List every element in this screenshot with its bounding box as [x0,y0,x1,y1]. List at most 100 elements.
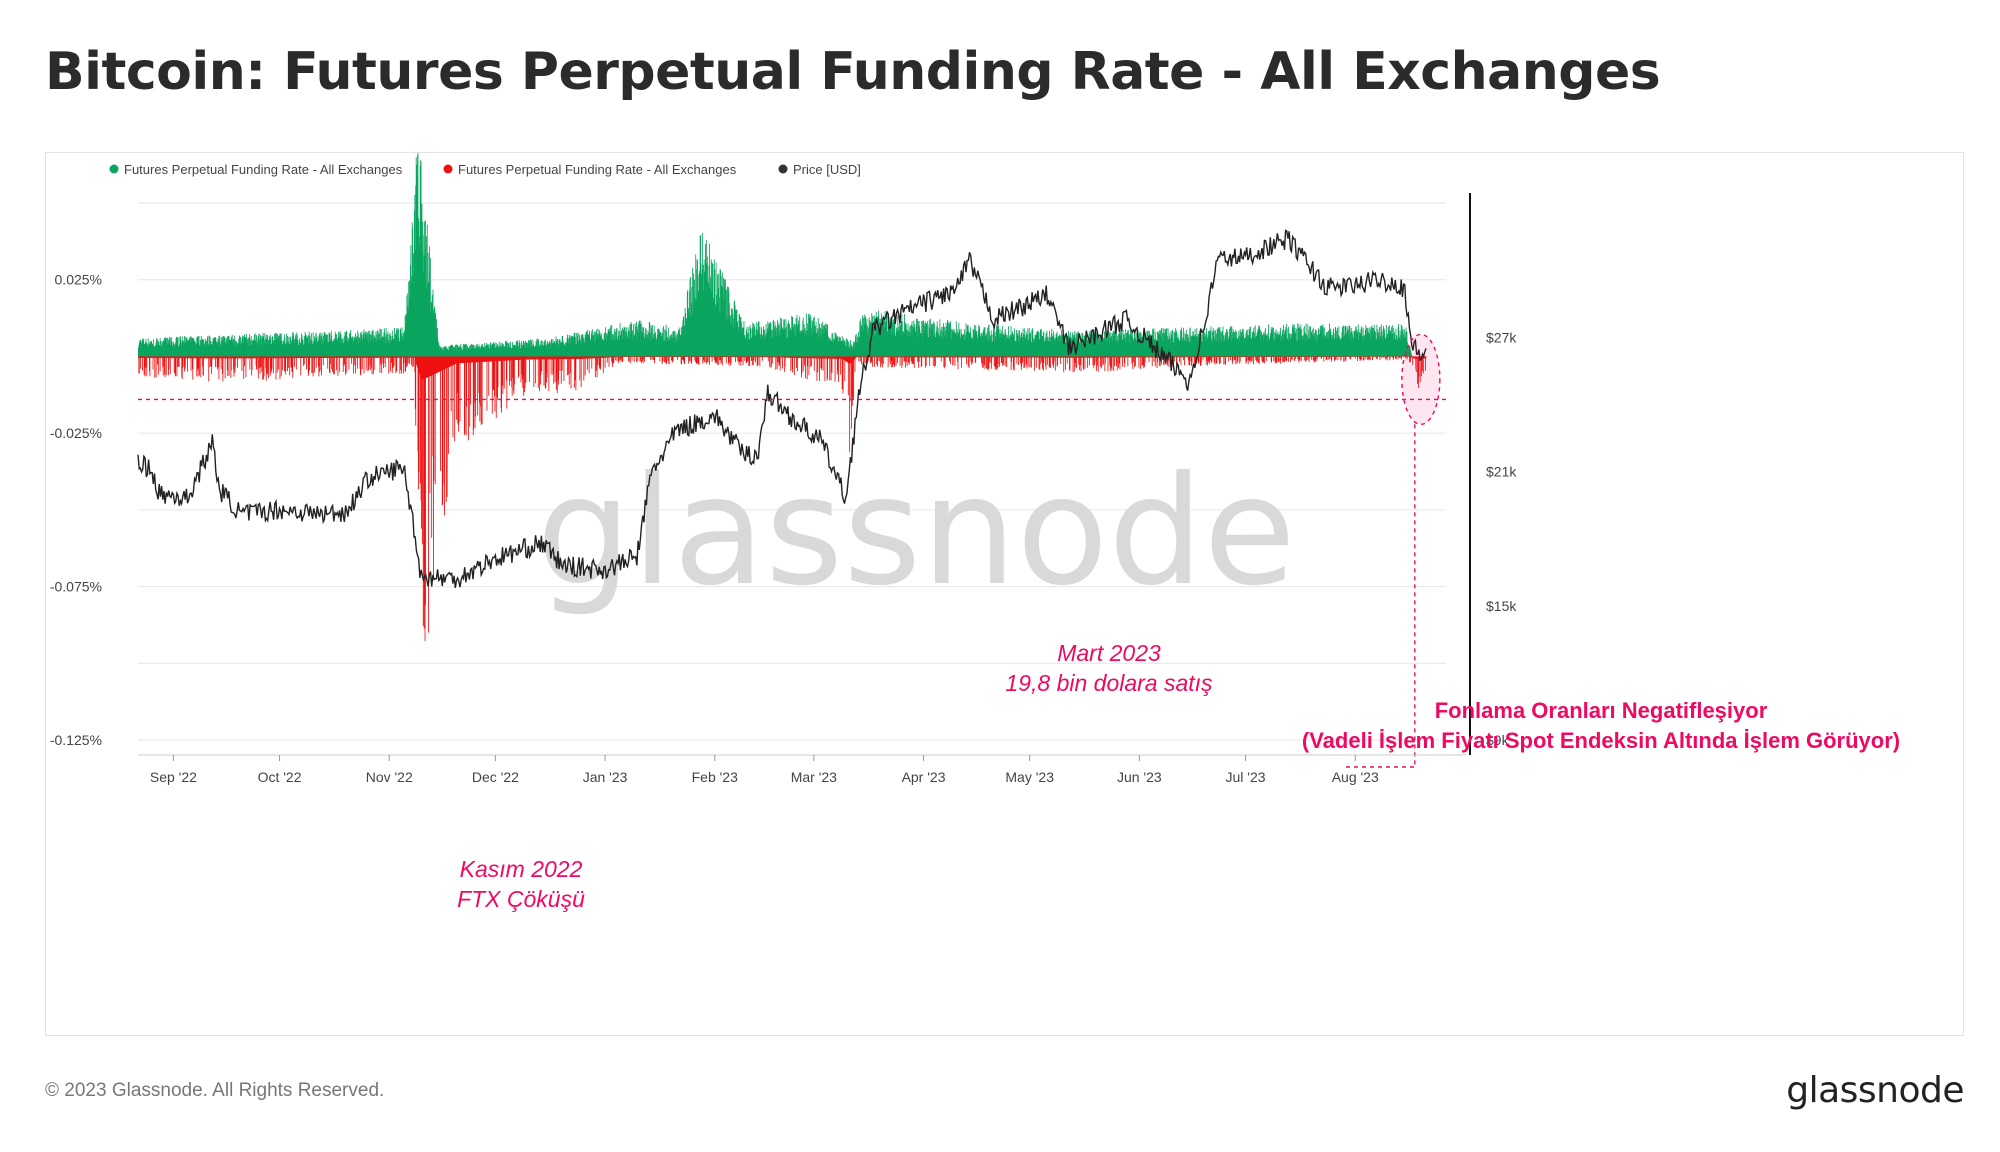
funding-rate-positive-bar [850,343,852,357]
funding-rate-negative-bar [431,356,433,538]
funding-rate-positive-bar [723,309,725,357]
funding-rate-negative-bar [346,356,348,358]
funding-rate-negative-bar [233,356,235,377]
funding-rate-positive-bar [169,337,171,357]
funding-rate-positive-bar [977,339,979,357]
funding-rate-positive-bar [995,341,997,357]
funding-rate-negative-bar [584,356,586,359]
funding-rate-negative-bar [560,356,562,384]
funding-rate-negative-bar [766,356,768,358]
funding-rate-positive-bar [318,334,320,357]
funding-rate-positive-bar [153,346,155,357]
funding-rate-negative-bar [657,356,659,357]
funding-rate-negative-bar [1150,356,1152,358]
funding-rate-negative-bar [905,356,907,358]
funding-rate-positive-bar [1167,338,1169,357]
funding-rate-positive-bar [1192,336,1193,357]
funding-rate-negative-bar [315,356,317,358]
funding-rate-positive-bar [533,346,535,357]
funding-rate-negative-bar [823,356,825,359]
funding-rate-negative-bar [1055,356,1057,358]
funding-rate-negative-bar [1209,356,1211,365]
funding-rate-negative-bar [325,356,327,358]
funding-rate-negative-bar [648,356,650,357]
funding-rate-negative-bar [291,356,292,368]
funding-rate-negative-bar [563,356,565,360]
funding-rate-positive-bar [472,344,474,357]
funding-rate-positive-bar [310,344,312,357]
funding-rate-positive-bar [1007,337,1009,357]
funding-rate-negative-bar [555,356,556,360]
funding-rate-negative-bar [340,356,341,358]
funding-rate-negative-bar [612,356,613,367]
funding-rate-negative-bar [324,356,326,358]
funding-rate-negative-bar [455,356,457,364]
funding-rate-negative-bar [152,356,154,370]
funding-rate-negative-bar [1043,356,1045,364]
funding-rate-positive-bar [813,316,815,357]
funding-rate-negative-bar [692,356,694,358]
funding-rate-negative-bar [701,356,703,358]
funding-rate-negative-bar [355,356,357,358]
funding-rate-negative-bar [964,356,966,358]
funding-rate-positive-bar [1092,330,1094,357]
funding-rate-positive-bar [455,350,457,357]
funding-rate-positive-bar [775,336,777,357]
funding-rate-positive-bar [260,335,262,357]
funding-rate-negative-bar [1135,356,1137,358]
funding-rate-negative-bar [349,356,351,358]
funding-rate-positive-bar [647,338,649,357]
funding-rate-negative-bar [655,356,656,357]
funding-rate-positive-bar [142,341,144,357]
funding-rate-negative-bar [579,356,581,359]
funding-rate-negative-bar [312,356,314,358]
funding-rate-positive-bar [1161,328,1163,357]
funding-rate-positive-bar [425,220,426,357]
funding-rate-positive-bar [223,336,225,357]
funding-rate-positive-bar [987,327,989,357]
funding-rate-positive-bar [750,328,751,357]
funding-rate-negative-bar [987,356,989,358]
funding-rate-negative-bar [251,356,253,376]
funding-rate-positive-bar [396,328,398,357]
funding-rate-positive-bar [1015,329,1017,357]
funding-rate-positive-bar [206,340,207,357]
funding-rate-positive-bar [444,349,445,357]
funding-rate-negative-bar [1085,356,1087,358]
funding-rate-positive-bar [364,333,365,357]
funding-rate-positive-bar [1144,337,1146,357]
funding-rate-negative-bar [1051,356,1053,358]
funding-rate-positive-bar [490,345,492,357]
funding-rate-positive-bar [869,325,870,357]
funding-rate-positive-bar [1001,337,1003,357]
funding-rate-negative-bar [231,356,233,359]
funding-rate-positive-bar [208,344,210,357]
funding-rate-positive-bar [695,299,697,357]
funding-rate-positive-bar [508,343,510,357]
funding-rate-negative-bar [1006,356,1008,358]
funding-rate-positive-bar [197,342,199,357]
funding-rate-negative-bar [211,356,213,359]
funding-rate-negative-bar [908,356,910,365]
funding-rate-positive-bar [478,346,479,357]
funding-rate-positive-bar [248,342,250,357]
funding-rate-positive-bar [739,317,741,357]
funding-rate-negative-bar [1138,356,1139,358]
funding-rate-positive-bar [1094,343,1096,357]
funding-rate-negative-bar [1213,356,1215,362]
funding-rate-positive-bar [803,324,805,357]
funding-rate-positive-bar [1150,342,1151,357]
funding-rate-positive-bar [1196,328,1198,357]
funding-rate-negative-bar [1138,356,1140,368]
funding-rate-negative-bar [780,356,782,358]
funding-rate-positive-bar [312,332,314,357]
funding-rate-positive-bar [835,334,837,357]
funding-rate-positive-bar [184,336,185,357]
funding-rate-negative-bar [640,356,642,363]
funding-rate-negative-bar [1083,356,1085,371]
funding-rate-positive-bar [1233,335,1234,357]
funding-rate-positive-bar [252,340,254,357]
funding-rate-positive-bar [1226,338,1228,357]
funding-rate-negative-bar [855,356,857,358]
funding-rate-negative-bar [1065,356,1067,358]
